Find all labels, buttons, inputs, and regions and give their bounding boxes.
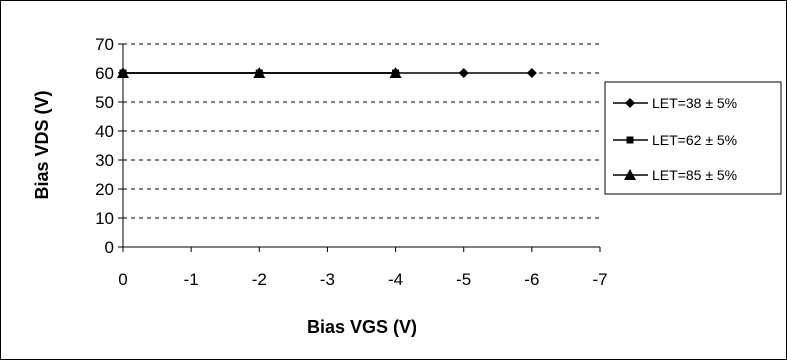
legend-marker-diamond	[625, 98, 635, 108]
y-tick-label: 40	[95, 122, 114, 141]
y-tick-label: 10	[95, 209, 114, 228]
y-axis-title: Bias VDS (V)	[32, 90, 52, 199]
series-layer	[117, 67, 537, 78]
data-point-triangle	[389, 67, 402, 78]
legend-label: LET=38 ± 5%	[652, 95, 737, 111]
x-tick-label: -3	[320, 270, 335, 289]
legend-item: LET=62 ± 5%	[613, 132, 737, 148]
y-tick-label: 60	[95, 64, 114, 83]
tick-labels: 0 10 20 30 40 50 60 70 0 -1 -2 -3 -4 -5 -6 -7	[95, 35, 607, 289]
legend-label: LET=62 ± 5%	[652, 132, 737, 148]
data-point-triangle	[253, 67, 266, 78]
y-tick-label: 20	[95, 180, 114, 199]
x-tick-label: -5	[456, 270, 471, 289]
x-axis-title: Bias VGS (V)	[307, 317, 417, 337]
x-tick-label: -4	[388, 270, 403, 289]
x-tick-label: 0	[118, 270, 127, 289]
gridlines	[123, 43, 600, 219]
legend-item: LET=38 ± 5%	[613, 95, 737, 111]
legend-item: LET=85 ± 5%	[613, 167, 737, 183]
legend: LET=38 ± 5% LET=62 ± 5% LET=85 ± 5%	[604, 81, 782, 195]
data-point-diamond	[458, 68, 469, 78]
x-tick-label: -6	[524, 270, 539, 289]
x-tick-label: -7	[592, 270, 607, 289]
data-point-diamond	[526, 68, 537, 78]
legend-label: LET=85 ± 5%	[652, 167, 737, 183]
data-point-triangle	[117, 67, 129, 78]
y-tick-label: 70	[95, 35, 114, 54]
series-3	[117, 67, 402, 78]
legend-marker-square	[626, 136, 634, 144]
legend-marker-triangle	[624, 169, 636, 180]
y-tick-label: 30	[95, 151, 114, 170]
x-tick-label: -1	[184, 270, 199, 289]
y-tick-label: 50	[95, 93, 114, 112]
y-tick-label: 0	[105, 238, 114, 257]
x-tick-label: -2	[252, 270, 267, 289]
